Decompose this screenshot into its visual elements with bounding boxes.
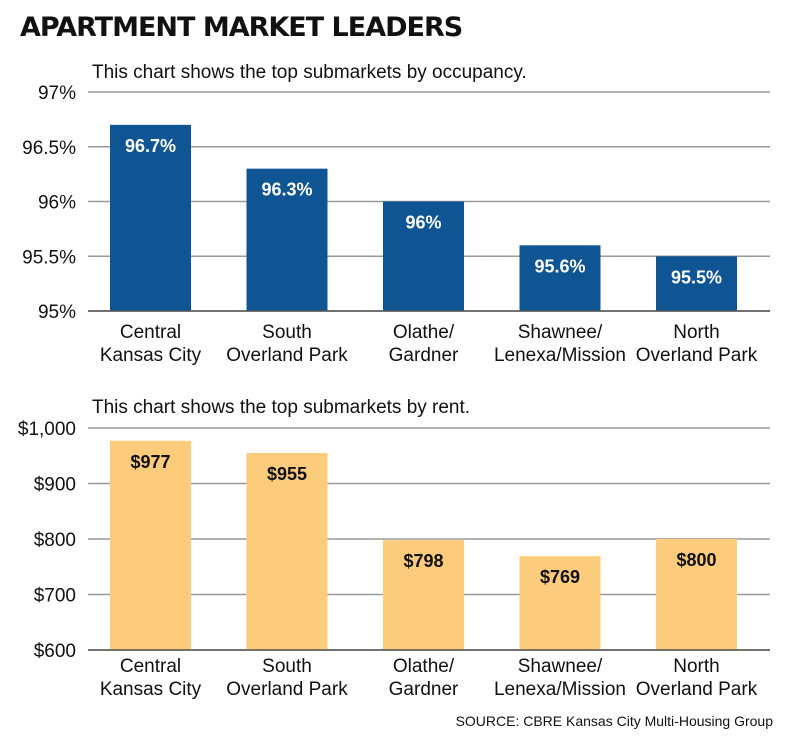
category-label: South [262,656,312,677]
source-note: SOURCE: CBRE Kansas City Multi-Housing G… [456,713,774,729]
chart-subtitle: This chart shows the top submarkets by r… [92,397,470,418]
main-title: APARTMENT MARKET LEADERS [20,12,462,43]
bar [519,556,601,650]
chart-subtitle: This chart shows the top submarkets by o… [92,62,527,83]
category-label: Overland Park [226,345,348,366]
category-label: Lenexa/Mission [494,679,626,700]
category-label: Central [120,322,181,343]
bar [246,168,328,311]
category-label: Overland Park [226,679,348,700]
bar [519,245,601,311]
bar [656,539,737,650]
category-label: Olathe/ [393,656,455,677]
bar [383,201,464,311]
y-tick-label: $800 [34,530,76,551]
data-label: 96% [405,213,441,233]
data-label: 96.3% [261,180,312,200]
category-label: Olathe/ [393,322,455,343]
category-label: Lenexa/Mission [494,345,626,366]
y-tick-label: $700 [34,586,76,607]
data-label: $955 [267,464,307,484]
category-label: Shawnee/ [518,656,603,677]
data-label: 96.7% [125,136,176,156]
data-label: 95.6% [534,256,585,276]
bar [656,256,737,311]
category-label: North [673,656,719,677]
category-label: Gardner [389,345,459,366]
category-label: Kansas City [100,679,202,700]
category-label: Shawnee/ [518,322,603,343]
category-label: North [673,322,719,343]
y-tick-label: 95.5% [22,247,76,268]
data-label: $800 [676,550,716,570]
data-label: $977 [130,452,170,472]
y-tick-label: 97% [38,83,76,104]
category-label: Overland Park [636,679,758,700]
y-tick-label: $900 [34,475,76,496]
category-label: Gardner [389,679,459,700]
y-tick-label: $1,000 [18,419,76,440]
category-label: South [262,322,312,343]
data-label: $769 [540,567,580,587]
y-tick-label: 96.5% [22,138,76,159]
y-tick-label: 96% [38,193,76,214]
bar [110,124,191,311]
category-label: Overland Park [636,345,758,366]
y-tick-label: 95% [38,302,76,323]
category-label: Kansas City [100,345,202,366]
category-label: Central [120,656,181,677]
data-label: 95.5% [671,267,722,287]
bar [110,440,191,650]
bar [383,540,464,650]
bar [246,452,328,650]
data-label: $798 [403,551,443,571]
y-tick-label: $600 [34,641,76,662]
